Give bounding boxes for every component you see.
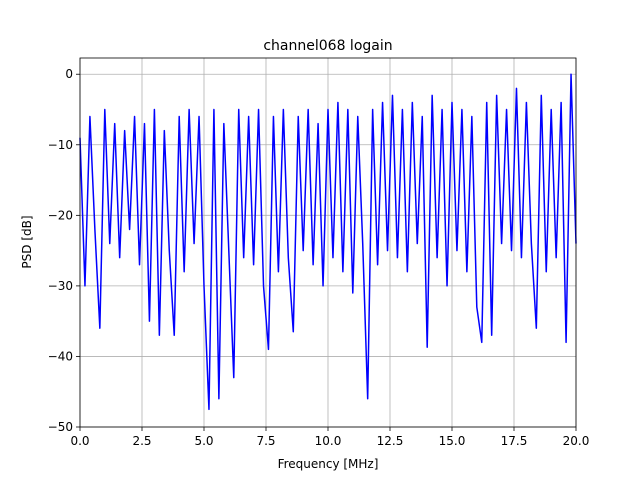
x-tick-label: 15.0 [439,434,466,448]
data-line [79,73,577,411]
y-tick-label: −30 [48,279,73,293]
x-tick-label: 7.5 [256,434,275,448]
x-tick-label: 2.5 [132,434,151,448]
plot-frame [79,57,577,428]
y-tick-label: −20 [48,208,73,222]
x-tick-label: 10.0 [315,434,342,448]
y-tick-label: −40 [48,349,73,363]
x-tick-label: 20.0 [563,434,590,448]
y-tick-label: −10 [48,138,73,152]
x-tick-label: 0.0 [70,434,89,448]
x-tick-label: 5.0 [194,434,213,448]
y-axis-label: PSD [dB] [20,215,34,268]
x-tick-label: 17.5 [501,434,528,448]
y-tick-label: −50 [48,420,73,434]
x-axis-label: Frequency [MHz] [278,457,379,471]
y-tick-label: 0 [65,67,73,81]
x-tick-label: 12.5 [377,434,404,448]
chart-title: channel068 logain [263,38,392,54]
